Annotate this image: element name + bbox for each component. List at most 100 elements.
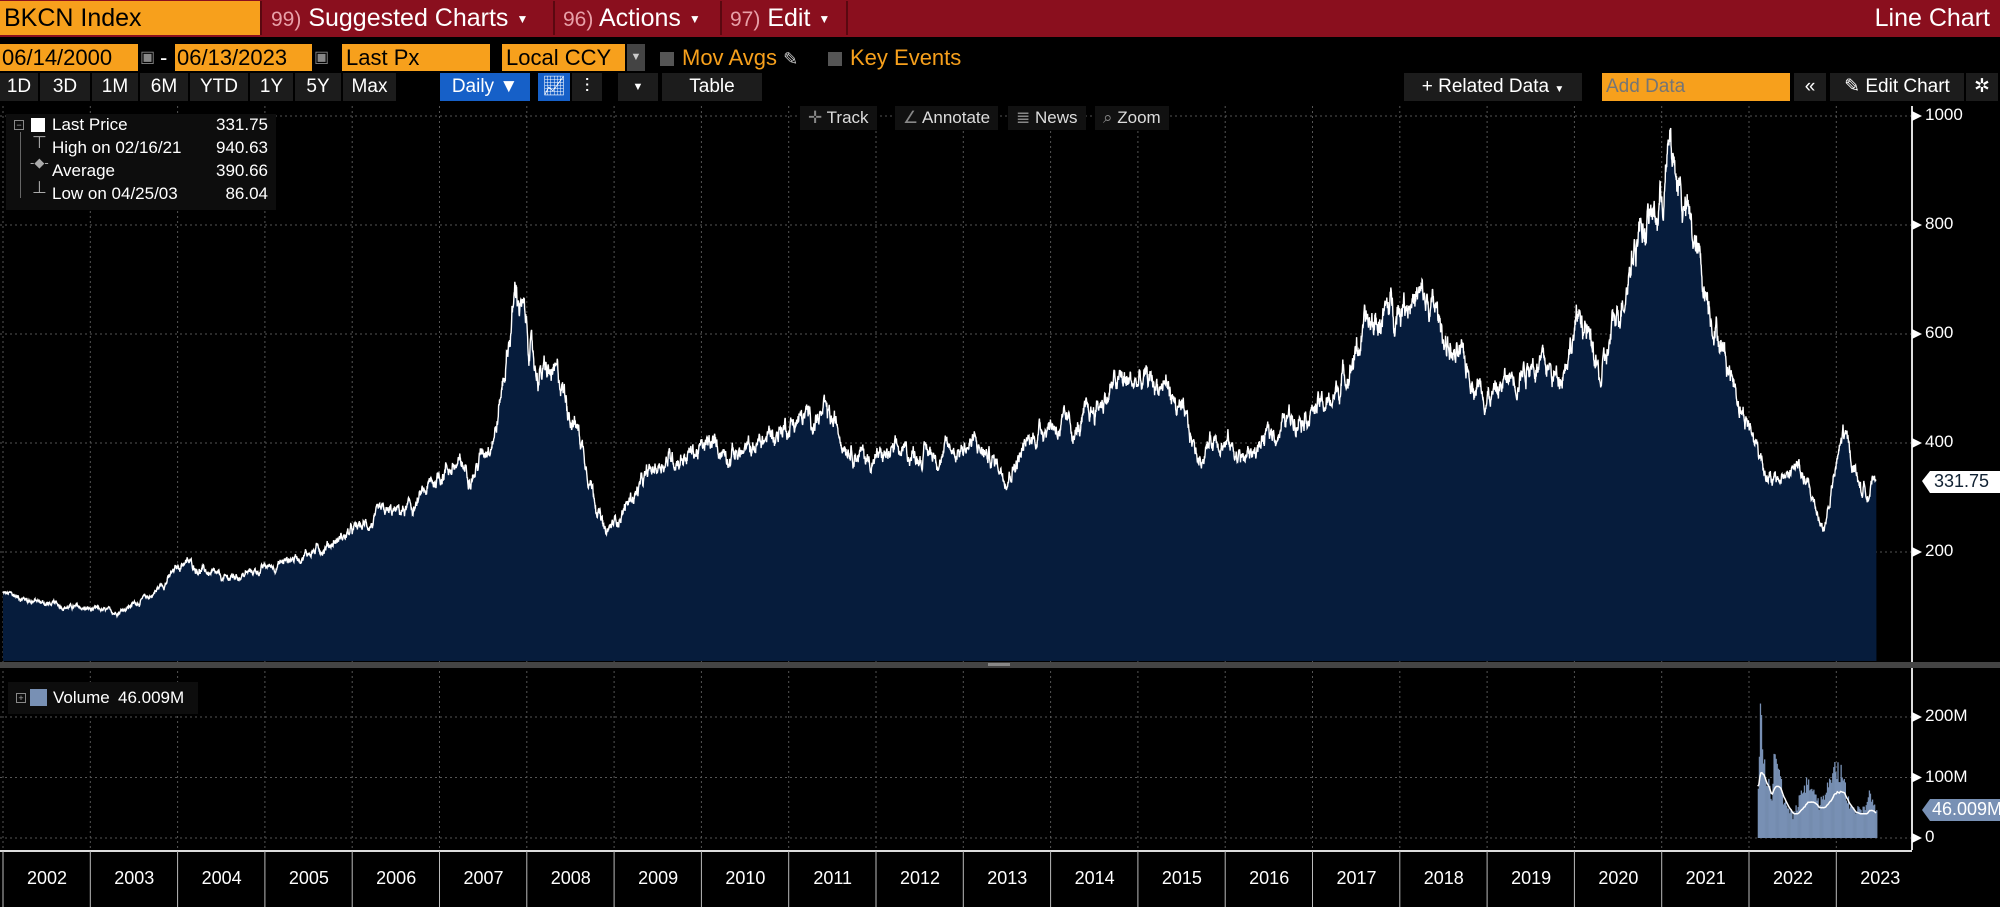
start-date-input[interactable]: 06/14/2000 — [0, 44, 138, 71]
tool-track[interactable]: ✛ Track — [800, 106, 877, 130]
volume-bar — [1834, 762, 1836, 838]
x-tick-label: 2009 — [638, 868, 679, 888]
volume-bar — [1813, 789, 1815, 838]
period-ytd[interactable]: YTD — [190, 73, 248, 101]
key-events-label: Key Events — [850, 45, 962, 70]
period-max[interactable]: Max — [343, 73, 396, 101]
y-tick-label: 800 — [1925, 214, 1954, 233]
volume-bar — [1781, 794, 1784, 838]
average-icon: -◆- — [30, 155, 49, 170]
volume-bar — [1861, 813, 1863, 838]
volume-bar — [1795, 805, 1797, 838]
high-label: High on 02/16/21 — [52, 138, 182, 157]
date-separator: - — [160, 45, 168, 70]
volume-bar — [1855, 813, 1857, 838]
x-tick-label: 2022 — [1772, 868, 1814, 888]
collapse-icon[interactable]: − — [14, 120, 24, 130]
high-icon: ⊤ — [32, 133, 47, 152]
volume-bar — [1778, 769, 1780, 838]
related-data-button[interactable]: + Related Data ▼ — [1404, 73, 1582, 101]
x-tick-label: 2016 — [1249, 868, 1290, 888]
field-select[interactable]: Last Px — [342, 44, 490, 71]
volume-bar — [1847, 796, 1850, 838]
key-events-checkbox[interactable]: Key Events — [828, 44, 961, 71]
pencil-icon[interactable]: ✎ — [783, 49, 799, 69]
volume-bar — [1808, 779, 1810, 838]
tool-annotate[interactable]: ∠ Annotate — [895, 106, 999, 130]
x-tick-label: 2015 — [1161, 868, 1202, 888]
volume-bar — [1800, 790, 1802, 838]
period-1d[interactable]: 1D — [0, 73, 38, 101]
volume-bar — [1845, 800, 1848, 838]
volume-bar — [1833, 767, 1835, 838]
volume-bar — [1876, 810, 1878, 838]
suggested-charts-button[interactable]: 99) Suggested Charts ▼ — [265, 1, 555, 35]
last-price-value: 331.75 — [216, 115, 268, 134]
period-3d[interactable]: 3D — [40, 73, 90, 101]
volume-bar — [1767, 786, 1769, 838]
bar-chart-icon[interactable]: ⫶ — [572, 73, 602, 101]
calendar-icon[interactable]: ▣ — [314, 49, 330, 66]
volume-bar — [1831, 782, 1833, 838]
volume-bar — [1832, 773, 1834, 838]
actions-button[interactable]: 96) Actions ▼ — [557, 1, 722, 35]
volume-bar — [1766, 785, 1768, 838]
edit-button[interactable]: 97) Edit ▼ — [724, 1, 848, 35]
volume-bar — [1827, 787, 1830, 838]
volume-bar — [1852, 808, 1854, 838]
edit-num: 97) — [730, 8, 761, 31]
volume-bar — [1794, 813, 1796, 838]
currency-select[interactable]: Local CCY — [502, 44, 625, 71]
volume-bar — [1871, 799, 1874, 838]
volume-bar — [1771, 800, 1773, 838]
volume-bar — [1768, 778, 1770, 838]
volume-label: Volume — [53, 688, 110, 707]
chart-type-dropdown-icon[interactable]: ▼ — [618, 73, 658, 101]
volume-bar — [1821, 799, 1823, 838]
volume-bar — [1814, 794, 1816, 838]
volume-average-line — [1757, 771, 1877, 815]
tool-news[interactable]: ≣ News — [1008, 106, 1086, 130]
currency-dropdown-icon[interactable]: ▼ — [627, 44, 645, 71]
volume-bar — [1841, 777, 1843, 838]
frequency-dropdown[interactable]: Daily ▼ — [440, 73, 530, 101]
actions-label: Actions — [598, 4, 681, 32]
gear-icon[interactable]: ✲ — [1966, 73, 1998, 101]
collapse-button[interactable]: « — [1794, 73, 1826, 101]
line-chart-icon[interactable]: 📈︎ — [538, 73, 570, 101]
volume-bar — [1779, 776, 1782, 838]
volume-bar — [1782, 804, 1785, 838]
price-line — [2, 127, 1877, 619]
volume-bar — [1797, 807, 1799, 838]
volume-tick-label: 0 — [1925, 827, 1935, 846]
end-date-input[interactable]: 06/13/2023 — [175, 44, 312, 71]
period-5y[interactable]: 5Y — [295, 73, 341, 101]
pane-resize-handle[interactable] — [988, 663, 1010, 666]
volume-bar — [1862, 806, 1864, 838]
volume-bar — [1840, 764, 1842, 838]
chevron-down-icon: ▼ — [688, 12, 701, 27]
news-icon: ≣ — [1016, 108, 1031, 127]
mov-avgs-checkbox[interactable]: Mov Avgs ✎ — [660, 44, 798, 71]
expand-icon[interactable]: + — [16, 693, 26, 703]
y-tick-label: 600 — [1925, 323, 1954, 342]
low-value: 86.04 — [225, 184, 268, 203]
tool-zoom[interactable]: ⌕ Zoom — [1095, 106, 1169, 130]
edit-chart-button[interactable]: ✎ Edit Chart — [1830, 73, 1964, 101]
volume-tag: 46.009M — [1932, 799, 2000, 819]
volume-bar — [1824, 794, 1827, 838]
calendar-icon[interactable]: ▣ — [140, 49, 156, 66]
chevron-down-icon: ▼ — [1554, 84, 1565, 95]
zoom-icon: ⌕ — [1103, 108, 1113, 127]
period-1y[interactable]: 1Y — [250, 73, 293, 101]
checkbox-icon — [660, 52, 674, 66]
volume-bar — [1850, 805, 1853, 838]
volume-bar — [1866, 801, 1868, 838]
tool-label: Annotate — [922, 108, 991, 127]
ticker-input[interactable]: BKCN Index — [0, 1, 262, 35]
period-1m[interactable]: 1M — [92, 73, 138, 101]
period-6m[interactable]: 6M — [140, 73, 188, 101]
table-button[interactable]: Table — [662, 73, 762, 101]
volume-bar — [1837, 762, 1839, 838]
add-data-input[interactable] — [1602, 73, 1790, 101]
